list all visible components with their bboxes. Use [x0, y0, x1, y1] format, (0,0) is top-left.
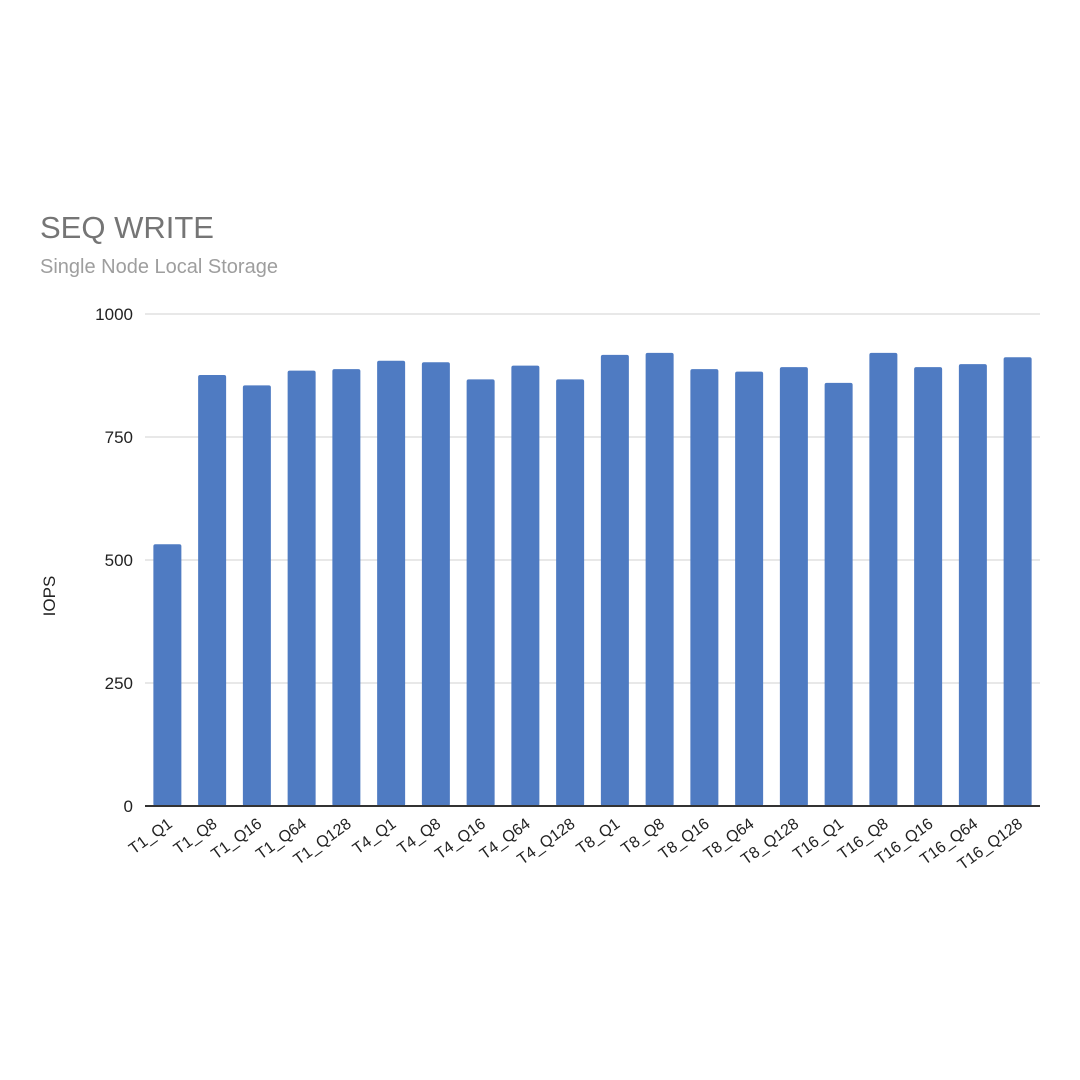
bar: [914, 367, 943, 806]
bar: [556, 379, 585, 806]
bar: [153, 544, 182, 806]
bar: [779, 367, 808, 806]
bar: [466, 379, 495, 806]
x-tick-label: T8_Q1: [574, 815, 624, 858]
chart-subtitle: Single Node Local Storage: [40, 256, 278, 278]
chart-title: SEQ WRITE: [40, 210, 214, 245]
bar: [690, 369, 719, 806]
y-tick-label: 1000: [95, 305, 133, 324]
bar: [645, 352, 674, 806]
gridlines: [145, 313, 1040, 684]
x-tick-label: T1_Q1: [126, 815, 176, 858]
bar: [958, 364, 987, 806]
bar: [735, 371, 764, 806]
bar: [198, 375, 227, 806]
bar: [421, 362, 450, 806]
bar: [869, 352, 898, 806]
y-tick-label: 750: [105, 428, 133, 447]
bar: [332, 369, 361, 806]
y-tick-label: 500: [105, 551, 133, 570]
bar: [600, 354, 629, 806]
x-tick-label: T4_Q1: [350, 815, 400, 858]
y-tick-label: 250: [105, 674, 133, 693]
y-axis-ticks: 0 250 500 750 1000: [95, 305, 133, 816]
y-axis-label: IOPS: [40, 576, 59, 617]
bar: [242, 385, 271, 806]
bars: [153, 352, 1032, 806]
bar: [287, 370, 316, 806]
bar: [824, 382, 853, 806]
bar: [1003, 357, 1032, 806]
x-axis-ticks: T1_Q1T1_Q8T1_Q16T1_Q64T1_Q128T4_Q1T4_Q8T…: [126, 815, 1026, 873]
y-tick-label: 0: [124, 797, 133, 816]
bar: [377, 360, 406, 806]
bar: [511, 365, 540, 806]
